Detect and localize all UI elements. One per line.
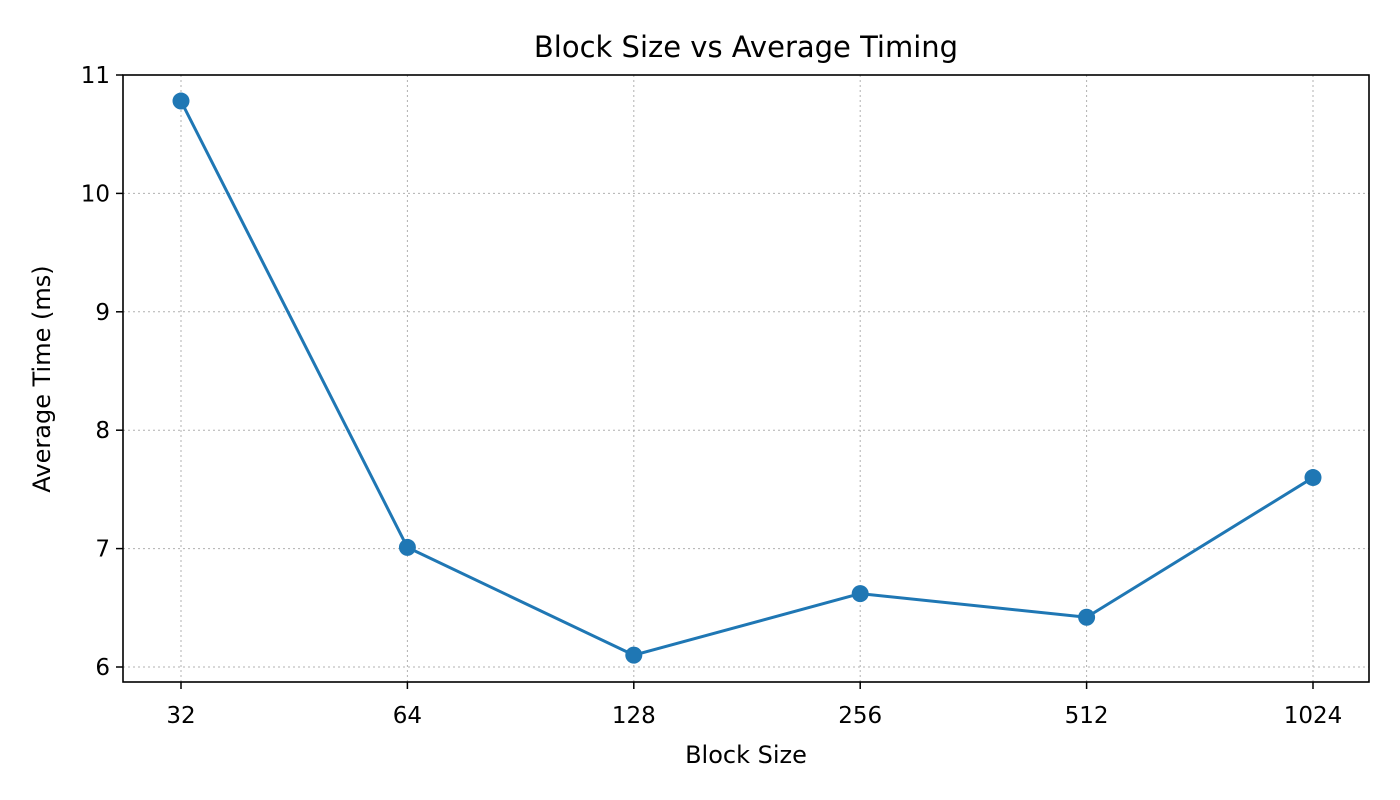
data-point-1024: [1304, 469, 1322, 487]
y-tick-label: 10: [81, 181, 110, 207]
x-tick-label: 1024: [1284, 703, 1343, 729]
x-axis-ticks: 32 64 128 256 512 1024: [166, 682, 1342, 729]
x-tick-label: 64: [393, 703, 422, 729]
data-point-128: [625, 646, 643, 664]
y-axis-ticks: 6 7 8 9 10 11: [81, 63, 123, 681]
data-point-32: [172, 92, 190, 110]
series-line: [179, 100, 1314, 657]
y-axis-label: Average Time (ms): [28, 265, 56, 492]
series-layer: [172, 92, 1322, 664]
x-tick-label: 128: [612, 703, 656, 729]
grid-lines: [123, 74, 1369, 682]
x-axis-label: Block Size: [685, 741, 807, 769]
y-tick-label: 6: [95, 655, 110, 681]
plot-area-frame: [122, 74, 1370, 683]
y-tick-label: 9: [95, 300, 110, 326]
y-tick-label: 7: [95, 537, 110, 563]
x-tick-label: 32: [166, 703, 195, 729]
y-tick-label: 11: [81, 63, 110, 89]
chart-title: Block Size vs Average Timing: [534, 30, 958, 64]
data-point-64: [398, 538, 416, 556]
x-tick-label: 512: [1065, 703, 1109, 729]
y-tick-label: 8: [95, 418, 110, 444]
x-tick-label: 256: [838, 703, 882, 729]
data-point-512: [1078, 608, 1096, 626]
data-point-256: [851, 585, 869, 603]
